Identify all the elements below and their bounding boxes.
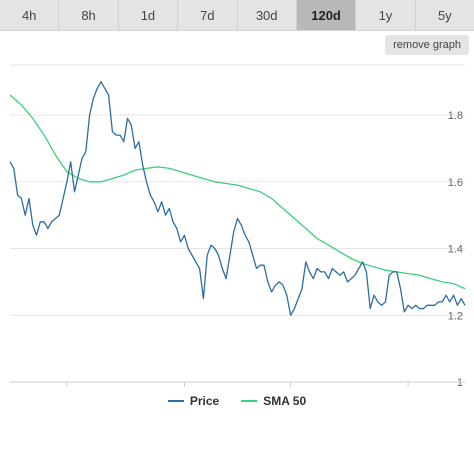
y-tick-label: 1 bbox=[457, 377, 463, 389]
legend-label: SMA 50 bbox=[263, 394, 307, 408]
price-line bbox=[9, 81, 466, 316]
y-tick-label: 1.2 bbox=[448, 310, 463, 322]
y-tick-label: 1.4 bbox=[448, 244, 463, 256]
y-tick-label: 1.6 bbox=[448, 177, 463, 189]
tab-8h[interactable]: 8h bbox=[59, 0, 119, 30]
x-tick-label: Apr '26 bbox=[391, 391, 426, 392]
legend-swatch bbox=[241, 400, 258, 402]
legend-item-sma-50[interactable]: SMA 50 bbox=[241, 392, 306, 410]
timeframe-tabs: 4h 8h 1d 7d 30d 120d 1y 5y bbox=[0, 0, 474, 31]
legend-item-price[interactable]: Price bbox=[167, 392, 220, 410]
x-tick-label: Feb '26 bbox=[166, 391, 202, 392]
tab-4h[interactable]: 4h bbox=[0, 0, 60, 30]
tab-1y[interactable]: 1y bbox=[356, 0, 416, 30]
tab-7d[interactable]: 7d bbox=[178, 0, 238, 30]
remove-graph-button[interactable]: remove graph bbox=[385, 35, 469, 55]
price-chart: 1 1.2 1.4 1.6 1.8 Jan '26 Feb '26 Mar '26 Apr '2… bbox=[9, 64, 466, 392]
x-tick-label: Mar '26 bbox=[272, 391, 308, 392]
legend-swatch bbox=[167, 400, 184, 402]
tab-30d[interactable]: 30d bbox=[238, 0, 297, 30]
chart-legend: Price SMA 50 bbox=[0, 392, 474, 410]
tab-5y[interactable]: 5y bbox=[437, 7, 452, 23]
legend-label: Price bbox=[189, 394, 220, 408]
x-tick-label: Jan '26 bbox=[49, 391, 84, 392]
tab-120d[interactable]: 120d bbox=[296, 0, 357, 30]
y-tick-label: 1.8 bbox=[448, 110, 463, 122]
sma-50-line bbox=[9, 94, 466, 290]
tab-1d[interactable]: 1d bbox=[119, 0, 179, 30]
